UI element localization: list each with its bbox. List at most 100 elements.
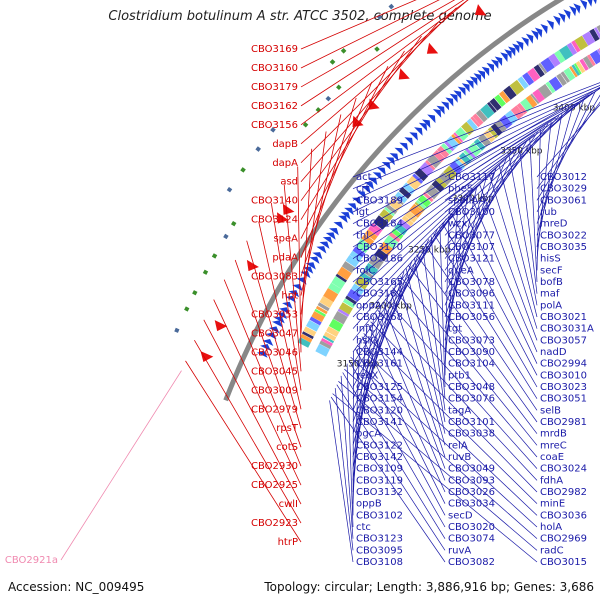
- cog-feature-block: [451, 133, 462, 145]
- red-gene-labels: [185, 0, 469, 543]
- cog-feature-block: [355, 238, 371, 253]
- red-leader-line: [270, 202, 302, 391]
- forward-gene-arrow: [322, 236, 333, 245]
- reverse-gene-arrow: [277, 212, 289, 224]
- red-leader-line: [234, 259, 302, 448]
- cog-feature-block: [516, 102, 528, 115]
- gene-label: dapA: [272, 158, 298, 169]
- cog-feature-block: [575, 61, 586, 74]
- gene-label: selB: [540, 405, 561, 416]
- gene-label: CBO3161: [356, 359, 403, 370]
- gene-label: CBO3010: [540, 370, 587, 381]
- cog-feature-block: [352, 246, 366, 258]
- cog-feature-block: [538, 62, 548, 74]
- cog-feature-block: [466, 118, 478, 131]
- blue-leader-line: [352, 94, 590, 213]
- red-leader-line: [300, 0, 465, 107]
- gene-label: CBO3107: [448, 242, 495, 253]
- cog-feature-block: [338, 302, 353, 315]
- cog-feature-block: [300, 333, 313, 343]
- blue-leader-line: [352, 218, 447, 376]
- blue-leader-line: [344, 368, 538, 539]
- gene-label: pdaA: [272, 253, 298, 264]
- blue-leader-line: [352, 85, 600, 189]
- gene-label: CBO2982: [540, 487, 587, 498]
- gene-label: holA: [540, 522, 562, 533]
- forward-gene-arrow: [340, 212, 351, 220]
- blue-leader-line: [536, 104, 600, 178]
- forward-gene-arrow: [262, 339, 274, 346]
- cog-feature-block: [368, 226, 381, 237]
- gene-label: CBO3122: [356, 440, 403, 451]
- gene-label: cwlI: [279, 499, 298, 510]
- forward-strand-genes: [256, 0, 597, 358]
- misc-feature-mark: [388, 3, 395, 10]
- forward-gene-arrow: [441, 101, 450, 111]
- gene-label: CBO3142: [356, 452, 403, 463]
- gene-label: CBO3053: [251, 309, 298, 320]
- gene-label: CBO3141: [356, 417, 403, 428]
- misc-feature-mark: [240, 167, 246, 173]
- blue-leader-line: [405, 268, 446, 434]
- blue-leader-line: [350, 356, 538, 528]
- gene-label: crt: [356, 184, 370, 195]
- accession-text: Accession: NC_009495: [8, 580, 145, 594]
- blue-gene-labels: CBO3012CBO3029CBO3061rubmreDCBO3022CBO30…: [332, 90, 600, 568]
- red-leader-line: [194, 339, 302, 524]
- red-leader-line: [297, 166, 302, 353]
- forward-gene-arrow: [432, 109, 442, 118]
- gene-label: thl: [356, 230, 369, 241]
- misc-feature-mark: [374, 46, 380, 52]
- gene-label: polA: [540, 300, 562, 311]
- gene-label: CBO3049: [448, 464, 495, 475]
- cog-feature-block: [406, 175, 422, 191]
- gene-label: CBO3029: [540, 184, 587, 195]
- gene-label: dapB: [272, 139, 298, 150]
- cog-feature-block: [574, 35, 589, 51]
- cog-feature-block: [593, 27, 600, 39]
- gene-label: CBO3061: [540, 195, 587, 206]
- cog-feature-block: [398, 186, 412, 199]
- cog-feature-block: [563, 67, 576, 81]
- gene-label: CBO3169: [251, 44, 298, 55]
- blue-leader-line: [392, 287, 538, 458]
- kbp-tick-label: 3350 kbp: [500, 146, 543, 156]
- blue-leader-line: [382, 301, 446, 469]
- cog-feature-block: [475, 109, 488, 123]
- blue-leader-line: [413, 257, 446, 423]
- forward-gene-arrow: [409, 132, 418, 141]
- cog-feature-block: [530, 93, 540, 105]
- gene-label: CBO3023: [540, 382, 587, 393]
- misc-feature-track: [174, 3, 395, 333]
- forward-gene-arrow: [453, 90, 462, 100]
- forward-gene-arrow: [325, 232, 336, 240]
- misc-feature-mark: [340, 47, 347, 54]
- pink-leader-line: [60, 370, 182, 561]
- cog-feature-block: [378, 241, 394, 256]
- cog-feature-block: [469, 142, 482, 155]
- gene-label: CBO3144: [356, 347, 403, 358]
- gene-label: fdhA: [540, 475, 563, 486]
- blue-leader-line: [346, 363, 354, 528]
- gene-label: infC: [356, 324, 376, 335]
- forward-gene-arrow: [268, 326, 280, 334]
- forward-gene-arrow: [465, 79, 474, 89]
- blue-leader-line: [430, 236, 446, 399]
- cog-feature-block: [532, 89, 546, 103]
- cog-feature-block: [370, 222, 383, 234]
- blue-leader-line: [356, 344, 538, 516]
- cog-feature-block: [414, 201, 425, 212]
- red-leader-line: [185, 360, 302, 543]
- cog-feature-block: [315, 305, 328, 315]
- forward-gene-arrow: [508, 46, 516, 57]
- cog-feature-block: [499, 114, 513, 129]
- red-leader-line: [300, 0, 417, 50]
- forward-gene-arrow: [356, 191, 367, 199]
- misc-feature-mark: [376, 14, 383, 20]
- gene-label: bofB: [540, 277, 563, 288]
- blue-leader-line: [352, 271, 405, 434]
- cog-feature-block: [315, 343, 330, 357]
- gene-label: CBO2921a: [5, 555, 58, 566]
- blue-leader-line: [444, 215, 450, 376]
